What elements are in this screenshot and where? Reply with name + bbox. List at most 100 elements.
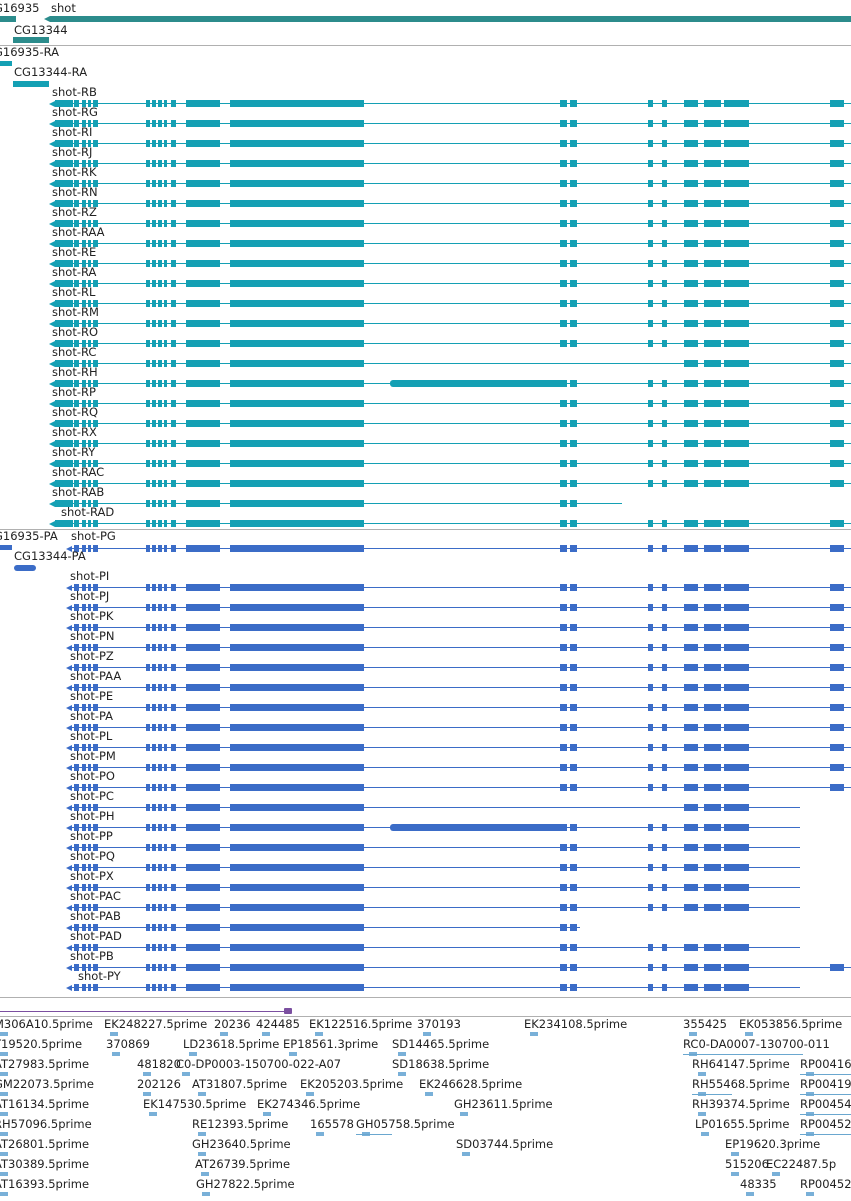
exon-block[interactable] (82, 120, 86, 127)
exon-block[interactable] (93, 545, 98, 552)
exon-block[interactable] (82, 784, 86, 791)
transcript-label[interactable]: shot-PM (70, 749, 116, 763)
exon-block[interactable] (704, 360, 721, 367)
exon-block[interactable] (230, 644, 364, 651)
exon-block[interactable] (560, 120, 567, 127)
exon-block[interactable] (158, 644, 162, 651)
transcript-label[interactable]: shot-PQ (70, 849, 115, 863)
exon-block[interactable] (662, 380, 667, 387)
exon-block[interactable] (724, 664, 749, 671)
exon-block[interactable] (152, 684, 156, 691)
exon-block[interactable] (146, 260, 150, 267)
exon-block[interactable] (146, 440, 150, 447)
est-block[interactable] (698, 1072, 706, 1076)
exon-block[interactable] (704, 520, 721, 527)
est-label[interactable]: AT31807.5prime (192, 1077, 288, 1091)
exon-block[interactable] (560, 420, 567, 427)
exon-block[interactable] (171, 480, 176, 487)
exon-block[interactable] (74, 240, 79, 247)
exon-block[interactable] (171, 200, 176, 207)
exon-block[interactable] (146, 100, 150, 107)
exon-block[interactable] (724, 624, 749, 631)
exon-block[interactable] (570, 864, 577, 871)
exon-block[interactable] (55, 200, 73, 207)
exon-block[interactable] (158, 220, 162, 227)
exon-block[interactable] (684, 140, 698, 147)
exon-block[interactable] (648, 684, 653, 691)
exon-block[interactable] (171, 904, 176, 911)
exon-block[interactable] (830, 764, 844, 771)
exon-block[interactable] (93, 724, 98, 731)
est-block[interactable] (0, 1132, 8, 1136)
exon-block[interactable] (93, 964, 98, 971)
exon-block[interactable] (704, 420, 721, 427)
exon-block[interactable] (93, 120, 98, 127)
exon-block[interactable] (164, 500, 167, 507)
est-block[interactable] (425, 1092, 433, 1096)
exon-block[interactable] (146, 664, 150, 671)
exon-block[interactable] (560, 180, 567, 187)
exon-block[interactable] (684, 724, 698, 731)
exon-block[interactable] (82, 884, 86, 891)
exon-block[interactable] (230, 624, 364, 631)
exon-block[interactable] (93, 180, 98, 187)
exon-block[interactable] (230, 764, 364, 771)
exon-block[interactable] (662, 460, 667, 467)
exon-block[interactable] (93, 300, 98, 307)
est-label[interactable]: 515206 (725, 1157, 769, 1171)
exon-block[interactable] (158, 884, 162, 891)
exon-block[interactable] (171, 704, 176, 711)
exon-block[interactable] (662, 604, 667, 611)
exon-block[interactable] (152, 624, 156, 631)
exon-block[interactable] (186, 480, 220, 487)
exon-block[interactable] (164, 260, 167, 267)
est-label[interactable]: EK246628.5prime (419, 1077, 523, 1091)
exon-block[interactable] (186, 744, 220, 751)
exon-block[interactable] (684, 380, 698, 387)
exon-block[interactable] (171, 744, 176, 751)
exon-block[interactable] (158, 300, 162, 307)
exon-block[interactable] (93, 140, 98, 147)
exon-block[interactable] (570, 420, 577, 427)
exon-block[interactable] (82, 400, 86, 407)
transcript-label[interactable]: shot-RH (52, 365, 98, 379)
exon-block[interactable] (570, 844, 577, 851)
exon-block[interactable] (704, 784, 721, 791)
est-label[interactable]: AT30389.5prime (0, 1157, 90, 1171)
exon-block[interactable] (560, 604, 567, 611)
exon-block[interactable] (230, 460, 364, 467)
est-label[interactable]: GH05758.5prime (356, 1117, 455, 1131)
exon-block[interactable] (830, 260, 844, 267)
exon-block[interactable] (93, 160, 98, 167)
exon-block[interactable] (186, 764, 220, 771)
exon-block[interactable] (724, 240, 749, 247)
exon-block[interactable] (684, 360, 698, 367)
exon-block[interactable] (704, 545, 721, 552)
exon-block[interactable] (704, 160, 721, 167)
exon-block[interactable] (230, 280, 364, 287)
exon-block[interactable] (93, 604, 98, 611)
exon-block[interactable] (724, 360, 749, 367)
exon-block[interactable] (724, 724, 749, 731)
exon-block[interactable] (704, 984, 721, 991)
exon-block[interactable] (684, 644, 698, 651)
exon-block[interactable] (830, 140, 844, 147)
exon-block[interactable] (171, 500, 176, 507)
transcript-label[interactable]: shot-RB (52, 85, 97, 99)
exon-block[interactable] (146, 240, 150, 247)
exon-block[interactable] (684, 864, 698, 871)
transcript-label[interactable]: shot-RJ (52, 145, 93, 159)
transcript-label[interactable]: shot-PH (70, 809, 115, 823)
exon-block[interactable] (171, 944, 176, 951)
exon-block[interactable] (230, 784, 364, 791)
exon-block[interactable] (570, 140, 577, 147)
exon-block[interactable] (164, 664, 167, 671)
exon-block[interactable] (704, 220, 721, 227)
exon-block[interactable] (0, 61, 12, 66)
exon-block[interactable] (164, 240, 167, 247)
exon-block[interactable] (164, 904, 167, 911)
exon-block[interactable] (74, 964, 79, 971)
exon-block[interactable] (146, 684, 150, 691)
exon-block[interactable] (93, 480, 98, 487)
exon-block[interactable] (570, 684, 577, 691)
